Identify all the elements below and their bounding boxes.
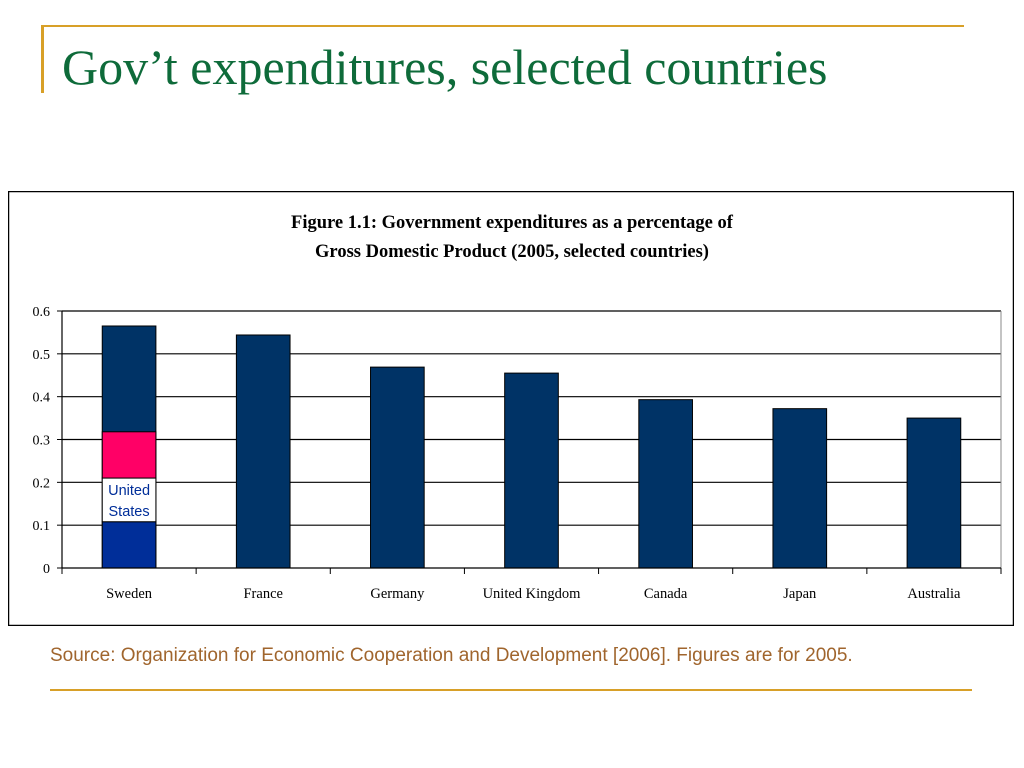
- united-states-inset: United States: [101, 431, 157, 569]
- bar-chart: Figure 1.1: Government expenditures as a…: [8, 191, 1014, 626]
- us-inset-band-blue: [101, 521, 157, 569]
- x-tick-label: Canada: [644, 586, 688, 602]
- chart-title-line-2: Gross Domestic Product (2005, selected c…: [315, 242, 709, 262]
- y-tick-label: 0.4: [33, 391, 51, 406]
- bar-japan: [772, 408, 828, 569]
- y-tick-label: 0.2: [33, 476, 51, 491]
- bar-france: [235, 334, 291, 569]
- bar-united-kingdom: [504, 372, 559, 569]
- bar-australia: [906, 417, 962, 569]
- bar-canada: [638, 399, 693, 569]
- y-tick-label: 0.5: [33, 348, 51, 363]
- slide-title: Gov’t expenditures, selected countries: [62, 39, 828, 95]
- us-inset-label-line: United: [108, 483, 150, 499]
- axes: [57, 310, 1002, 574]
- us-inset-label-line: States: [109, 504, 150, 520]
- bar-germany: [370, 366, 425, 569]
- x-tick-label: France: [243, 586, 282, 602]
- x-tick-label: Japan: [783, 586, 817, 602]
- chart-container: Figure 1.1: Government expenditures as a…: [8, 191, 1014, 626]
- gridlines: [62, 310, 1002, 568]
- tick-labels: 0 0.1 0.2 0.3 0.4 0.5 0.6 Sweden France Germany Un…: [33, 305, 962, 602]
- y-tick-label: 0: [43, 562, 50, 577]
- chart-title-line-1: Figure 1.1: Government expenditures as a…: [291, 213, 734, 233]
- title-accent-horizontal-line: [41, 25, 964, 27]
- us-inset-band-red: [101, 431, 157, 479]
- y-tick-label: 0.3: [33, 434, 51, 449]
- x-tick-label: Germany: [370, 586, 425, 602]
- y-tick-label: 0.6: [33, 305, 51, 320]
- x-tick-label: United Kingdom: [483, 586, 582, 602]
- source-note: Source: Organization for Economic Cooper…: [50, 645, 853, 666]
- title-accent-vertical-line: [41, 25, 44, 93]
- footer-accent-line: [50, 689, 972, 691]
- us-inset-band-white: [101, 477, 157, 523]
- y-tick-label: 0.1: [33, 519, 51, 534]
- x-tick-label: Sweden: [106, 586, 153, 602]
- x-tick-label: Australia: [907, 586, 961, 602]
